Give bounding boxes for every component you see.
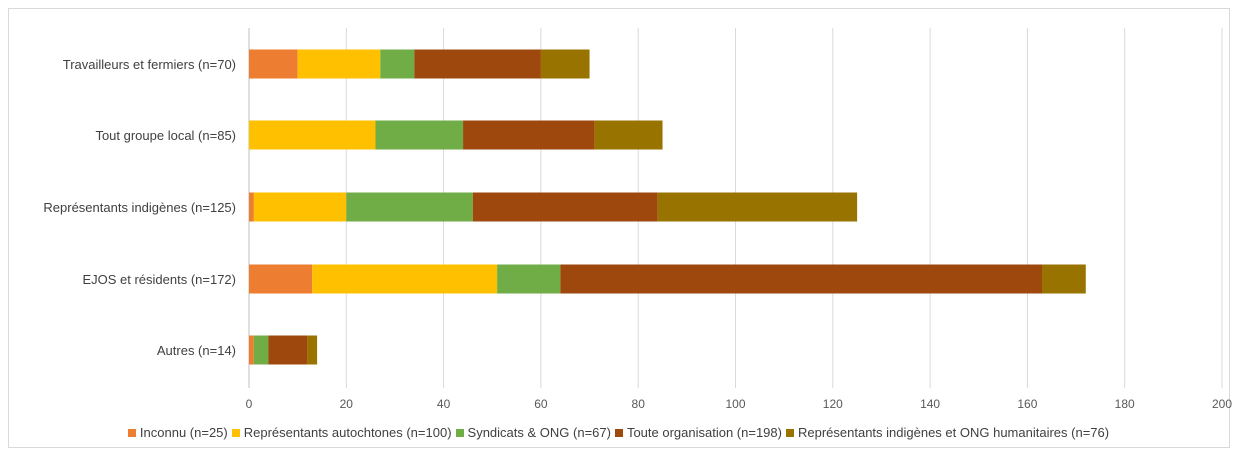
legend-item: Représentants indigènes et ONG humanitai…	[785, 425, 1110, 440]
x-tick-label: 60	[534, 397, 548, 411]
legend-label: Représentants autochtones (n=100)	[243, 425, 452, 440]
legend-swatch	[455, 429, 464, 437]
bar-segment	[249, 264, 313, 294]
bar-segment	[297, 49, 381, 79]
bar-segment	[268, 335, 308, 365]
bar-segment	[497, 264, 561, 294]
chart-frame	[8, 8, 1230, 448]
legend-item: Représentants autochtones (n=100)	[231, 425, 452, 440]
legend-item: Inconnu (n=25)	[127, 425, 228, 440]
legend-swatch	[785, 429, 794, 437]
x-tick-label: 140	[920, 397, 940, 411]
category-label: EJOS et résidents (n=172)	[82, 272, 236, 287]
bar-segment	[594, 120, 663, 150]
bar-segment	[657, 192, 858, 222]
legend-item: Toute organisation (n=198)	[614, 425, 782, 440]
legend-swatch	[231, 429, 240, 437]
category-label: Autres (n=14)	[157, 343, 236, 358]
x-tick-label: 0	[246, 397, 253, 411]
x-tick-label: 20	[340, 397, 354, 411]
category-label: Travailleurs et fermiers (n=70)	[63, 57, 236, 72]
bar-segment	[249, 120, 376, 150]
x-tick-label: 160	[1017, 397, 1037, 411]
bar-segment	[414, 49, 541, 79]
x-tick-label: 100	[725, 397, 745, 411]
category-label: Tout groupe local (n=85)	[95, 128, 236, 143]
bar-segment	[249, 335, 254, 365]
stacked-bar-chart: 0 20 40 60 80 100 120 140 160 180 200 Travailleurs …	[43, 28, 1232, 411]
legend-swatch	[614, 429, 623, 437]
x-tick-label: 40	[437, 397, 451, 411]
legend-label: Représentants indigènes et ONG humanitai…	[797, 425, 1110, 440]
chart-legend: Inconnu (n=25) Représentants autochtones …	[0, 425, 1237, 440]
bar-segment	[253, 335, 269, 365]
bar-segment	[463, 120, 595, 150]
bar-segment	[540, 49, 590, 79]
bar-segment	[307, 335, 318, 365]
legend-label: Syndicats & ONG (n=67)	[467, 425, 611, 440]
bar-segment	[375, 120, 464, 150]
bar-segment	[472, 192, 658, 222]
x-tick-label: 180	[1115, 397, 1135, 411]
bar-segment	[560, 264, 1042, 294]
legend-item: Syndicats & ONG (n=67)	[455, 425, 611, 440]
legend-swatch	[127, 429, 136, 437]
x-tick-label: 120	[823, 397, 843, 411]
bar-segment	[346, 192, 473, 222]
bar-segment	[1041, 264, 1086, 294]
bar-segment	[249, 192, 254, 222]
legend-label: Toute organisation (n=198)	[626, 425, 782, 440]
bar-segment	[253, 192, 347, 222]
bar-segment	[312, 264, 498, 294]
legend-label: Inconnu (n=25)	[139, 425, 228, 440]
bar-segment	[249, 49, 298, 79]
x-tick-label: 80	[632, 397, 646, 411]
x-tick-label: 200	[1212, 397, 1232, 411]
bar-segment	[380, 49, 415, 79]
category-label: Représentants indigènes (n=125)	[43, 200, 236, 215]
